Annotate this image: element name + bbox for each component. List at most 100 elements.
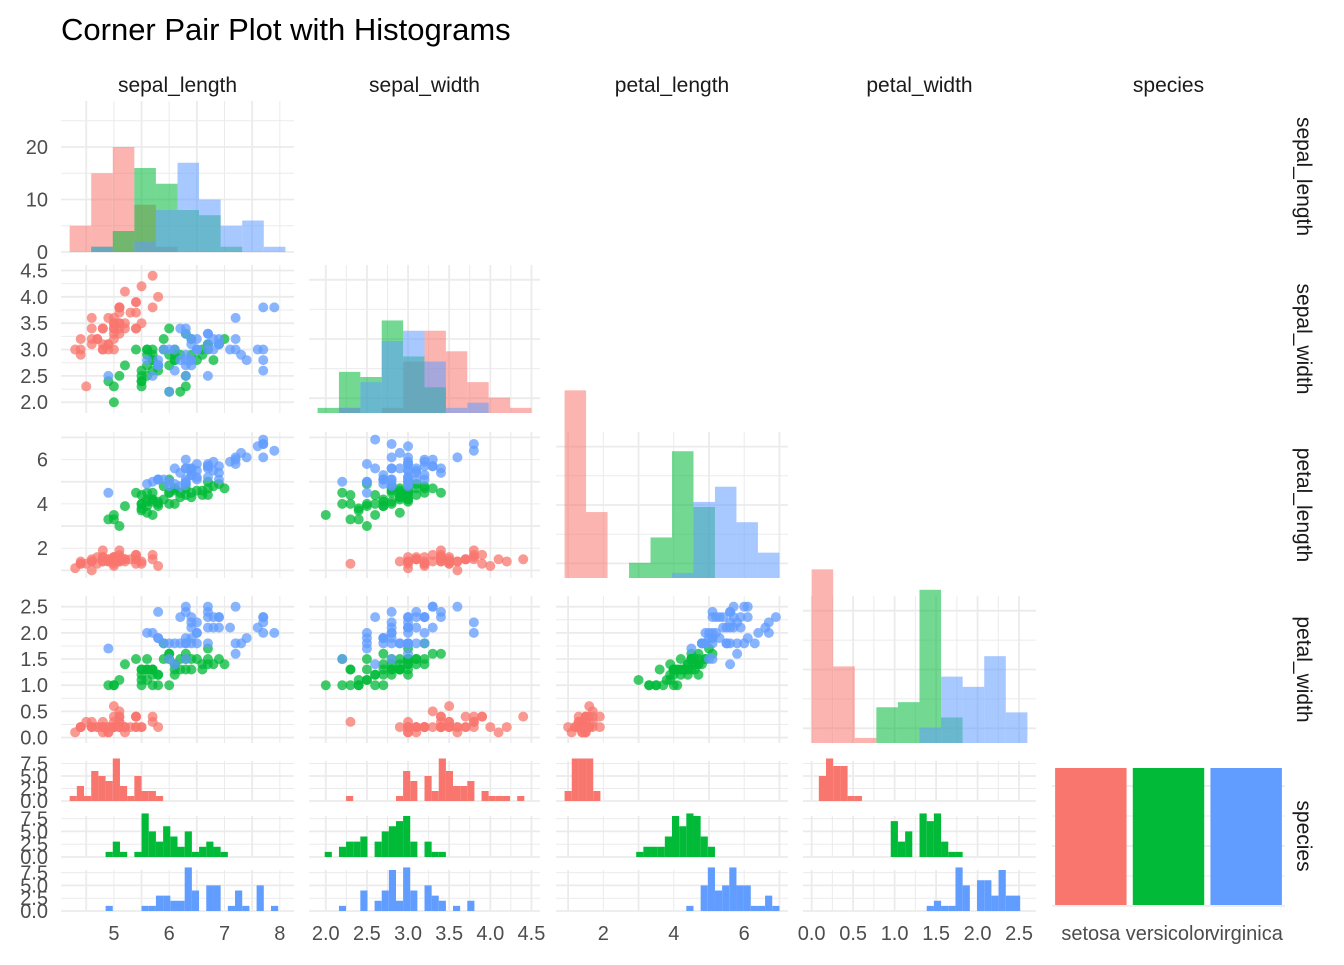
scatter-point-virginica bbox=[732, 648, 743, 659]
species-histogram-bar-versicolor bbox=[926, 821, 934, 857]
y-tick-label-count: 10 bbox=[26, 190, 48, 212]
species-histogram-bar-setosa bbox=[854, 796, 862, 801]
species-histogram-bar-virginica bbox=[933, 900, 942, 911]
scatter-point-versicolor bbox=[658, 680, 669, 691]
y-tick-label-species-count: 2.5 bbox=[20, 779, 48, 801]
species-histogram-bar-virginica bbox=[977, 880, 985, 911]
histogram-bar-versicolor bbox=[112, 231, 135, 252]
scatter-point-virginica bbox=[191, 472, 202, 483]
species-histogram-bar-setosa bbox=[424, 776, 432, 801]
column-label-sepal-width: sepal_width bbox=[369, 74, 480, 97]
scatter-point-versicolor bbox=[353, 505, 364, 516]
column-label-petal-width: petal_width bbox=[866, 74, 972, 97]
scatter-point-versicolor bbox=[633, 674, 644, 685]
scatter-point-virginica bbox=[202, 622, 213, 633]
scatter-point-virginica bbox=[435, 612, 446, 623]
scatter-point-versicolor bbox=[337, 487, 348, 498]
scatter-point-setosa bbox=[86, 565, 97, 576]
histogram-bar-virginica bbox=[919, 727, 942, 743]
scatter-point-versicolor bbox=[108, 514, 119, 525]
species-histogram-bar-versicolor bbox=[707, 846, 715, 857]
scatter-point-versicolor bbox=[675, 654, 686, 665]
y-tick-label-petal-length: 2 bbox=[37, 538, 48, 560]
species-histogram-bar-versicolor bbox=[105, 851, 113, 857]
scatter-point-virginica bbox=[175, 612, 186, 623]
scatter-point-versicolor bbox=[370, 490, 381, 501]
species-histogram-bar-versicolor bbox=[905, 831, 913, 857]
scatter-point-virginica bbox=[269, 302, 280, 313]
species-histogram-bar-versicolor bbox=[890, 821, 898, 857]
scatter-point-setosa bbox=[435, 554, 446, 565]
species-histogram-bar-virginica bbox=[955, 867, 963, 911]
scatter-point-virginica bbox=[213, 474, 224, 485]
scatter-point-setosa bbox=[444, 701, 455, 712]
species-histogram-bar-setosa bbox=[502, 796, 511, 801]
species-histogram-bar-versicolor bbox=[360, 836, 368, 857]
scatter-point-setosa bbox=[108, 556, 119, 567]
scatter-point-setosa bbox=[594, 711, 605, 722]
scatter-point-setosa bbox=[477, 711, 488, 722]
scatter-point-setosa bbox=[108, 318, 119, 329]
scatter-point-setosa bbox=[97, 344, 108, 355]
scatter-point-versicolor bbox=[427, 483, 438, 494]
scatter-point-virginica bbox=[103, 487, 114, 498]
histogram-bar-virginica bbox=[338, 407, 361, 413]
species-histogram-bar-versicolor bbox=[170, 836, 178, 857]
scatter-point-setosa bbox=[97, 556, 108, 567]
scatter-point-versicolor bbox=[202, 654, 213, 665]
y-tick-label-sepal-width: 2.5 bbox=[20, 366, 48, 388]
x-tick-label-petal-width: 2.5 bbox=[1005, 923, 1033, 945]
species-histogram-bar-setosa bbox=[148, 791, 156, 801]
y-tick-label-species-count: 7.5 bbox=[20, 863, 48, 885]
scatter-point-virginica bbox=[394, 638, 405, 649]
species-histogram-bar-versicolor bbox=[403, 816, 411, 857]
scatter-point-virginica bbox=[361, 459, 372, 470]
histogram-bar-virginica bbox=[757, 552, 780, 578]
species-histogram-bar-setosa bbox=[84, 796, 92, 801]
species-histogram-bar-setosa bbox=[410, 781, 418, 801]
species-histogram-bar-virginica bbox=[155, 895, 164, 911]
x-tick-label-sepal-length: 6 bbox=[164, 923, 175, 945]
scatter-point-versicolor bbox=[337, 680, 348, 691]
scatter-point-virginica bbox=[175, 323, 186, 334]
scatter-point-virginica bbox=[175, 467, 186, 478]
x-tick-label-sepal-length: 8 bbox=[274, 923, 285, 945]
scatter-point-setosa bbox=[468, 711, 479, 722]
scatter-point-virginica bbox=[386, 606, 397, 617]
scatter-point-virginica bbox=[411, 612, 422, 623]
y-tick-label-sepal-width: 4.5 bbox=[20, 260, 48, 282]
histogram-bar-virginica bbox=[736, 522, 758, 578]
scatter-point-versicolor bbox=[119, 659, 130, 670]
scatter-point-versicolor bbox=[693, 669, 704, 680]
species-histogram-bar-versicolor bbox=[941, 841, 949, 857]
species-histogram-bar-versicolor bbox=[119, 851, 128, 857]
histogram-bar-versicolor bbox=[134, 168, 156, 252]
scatter-point-virginica bbox=[180, 633, 191, 644]
species-bar-virginica bbox=[1210, 768, 1282, 905]
species-histogram-bar-setosa bbox=[833, 766, 841, 801]
species-histogram-bar-setosa bbox=[826, 758, 834, 801]
species-histogram-bar-versicolor bbox=[672, 816, 680, 857]
scatter-point-setosa bbox=[485, 560, 496, 571]
species-histogram-bar-versicolor bbox=[664, 836, 672, 857]
histogram-bar-virginica bbox=[1005, 712, 1028, 743]
species-histogram-bar-setosa bbox=[840, 766, 848, 801]
scatter-point-versicolor bbox=[394, 654, 405, 665]
x-tick-label-petal-width: 2.0 bbox=[964, 923, 992, 945]
scatter-point-virginica bbox=[191, 627, 202, 638]
species-histogram-bar-virginica bbox=[1012, 895, 1021, 911]
scatter-point-virginica bbox=[202, 461, 213, 472]
scatter-point-versicolor bbox=[197, 490, 208, 501]
scatter-point-versicolor bbox=[345, 490, 356, 501]
scatter-point-virginica bbox=[403, 627, 414, 638]
scatter-point-virginica bbox=[735, 612, 746, 623]
species-histogram-bar-virginica bbox=[686, 905, 694, 911]
scatter-point-virginica bbox=[230, 601, 241, 612]
y-tick-label-species-count: 5.0 bbox=[20, 875, 48, 897]
scatter-point-virginica bbox=[468, 627, 479, 638]
species-histogram-bar-versicolor bbox=[220, 851, 228, 857]
histogram-bar-virginica bbox=[360, 382, 382, 413]
scatter-point-versicolor bbox=[689, 659, 700, 670]
scatter-point-setosa bbox=[97, 323, 108, 334]
species-histogram-bar-virginica bbox=[105, 905, 113, 911]
